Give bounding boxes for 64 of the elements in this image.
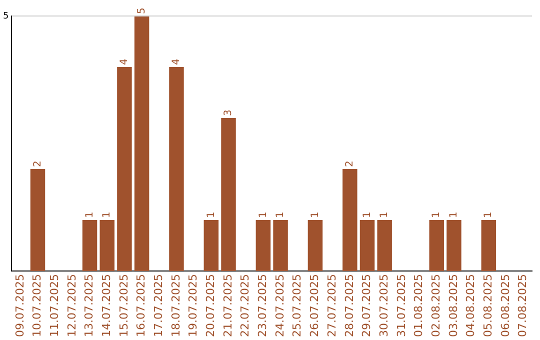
x-tick-label: 16.07.2025 [134,274,148,338]
x-tick-label: 15.07.2025 [117,274,130,338]
x-tick-label: 28.07.2025 [342,274,356,338]
bar [204,220,219,272]
x-tick-label: 05.08.2025 [482,274,495,338]
x-tick-label: 23.07.2025 [256,274,270,338]
x-tick-label: 13.07.2025 [82,274,96,338]
data-label: 1 [362,212,373,218]
x-tick-label: 10.07.2025 [30,274,44,338]
bar [30,169,46,272]
x-tick-label: 07.08.2025 [516,274,530,338]
data-label: 1 [206,212,217,218]
x-tick-label: 24.07.2025 [273,274,286,338]
x-tick-label: 20.07.2025 [204,274,218,338]
x-tick-label: 18.07.2025 [169,274,182,338]
x-tick-label: 09.07.2025 [13,274,26,338]
x-tick-label: 22.07.2025 [238,274,252,338]
data-label: 3 [223,110,234,116]
data-label: 1 [379,212,390,218]
bar [360,220,375,272]
data-label: 1 [310,212,321,218]
x-tick-label: 02.08.2025 [429,274,442,338]
x-tick-label: 26.07.2025 [308,274,322,338]
bar [256,220,271,272]
x-tick-label: 01.08.2025 [412,274,426,338]
x-tick-label: 04.08.2025 [464,274,478,338]
x-tick-label: 19.07.2025 [186,274,200,338]
bar [117,67,132,272]
data-label: 1 [102,212,113,218]
data-label: 1 [483,212,494,218]
bar [377,220,392,272]
data-label: 4 [171,58,182,66]
bar [446,220,462,272]
x-tick-label: 31.07.2025 [394,274,408,338]
bar [100,220,114,272]
x-tick-label: 29.07.2025 [360,274,374,338]
bar [82,220,98,272]
x-tick-label: 11.07.2025 [48,274,61,338]
bar [169,67,184,272]
x-tick-label: 27.07.2025 [325,274,338,338]
data-label: 1 [448,212,460,218]
bar [308,220,323,272]
x-tick-label: 25.07.2025 [290,274,304,338]
data-label: 2 [32,160,44,168]
x-tick-label: 21.07.2025 [221,274,234,338]
x-tick-label: 30.07.2025 [377,274,390,338]
bar [429,220,444,272]
bar [481,220,496,272]
data-label: 1 [431,212,442,218]
data-label: 1 [275,212,286,218]
bar [273,220,288,272]
bar [342,169,358,272]
data-label: 4 [119,58,130,66]
x-tick-label: 12.07.2025 [65,274,78,338]
x-tick-label: 06.08.2025 [498,274,512,338]
data-label: 1 [84,212,96,218]
x-tick-label: 14.07.2025 [100,274,113,338]
data-label: 5 [136,8,148,14]
x-tick-label: 17.07.2025 [152,274,165,338]
data-label: 2 [344,160,356,168]
bar [134,16,150,272]
bar [221,118,236,272]
x-tick-label: 03.08.2025 [446,274,460,338]
data-label: 1 [258,212,269,218]
